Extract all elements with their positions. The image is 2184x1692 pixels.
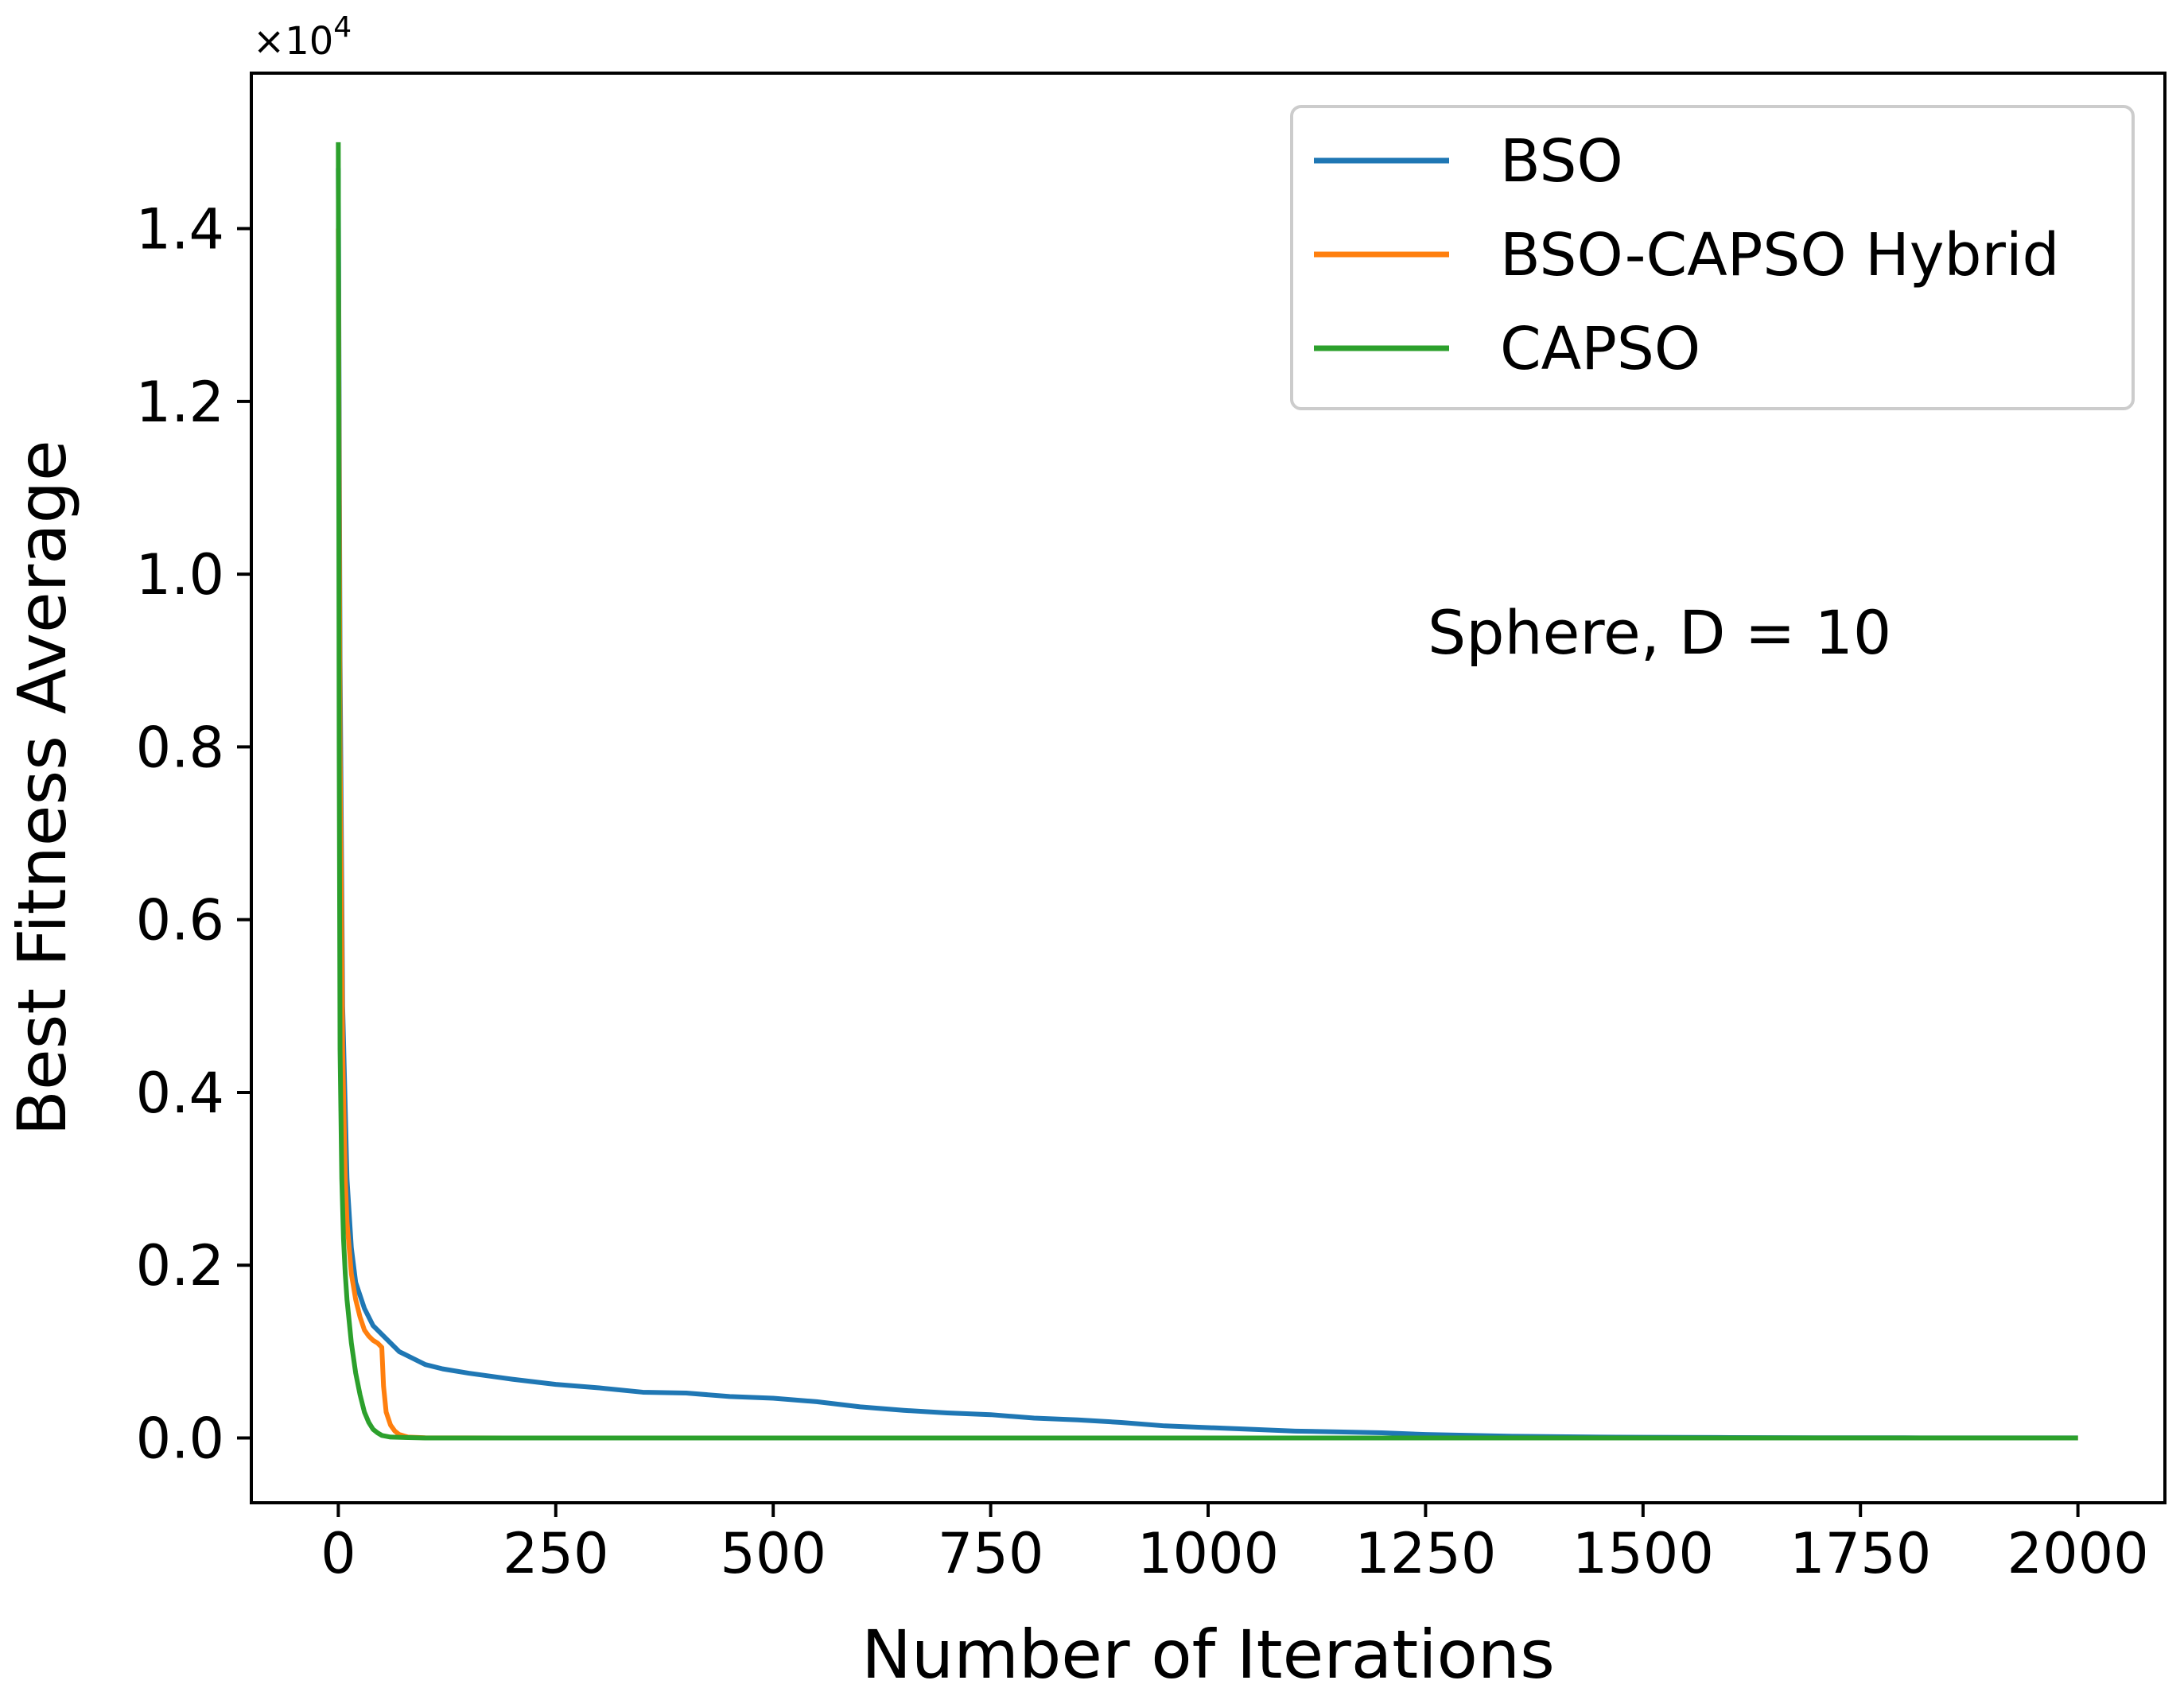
chart-annotation: Sphere, D = 10	[1428, 597, 1891, 668]
y-tick-label: 0.4	[136, 1061, 224, 1126]
x-tick-label: 750	[938, 1521, 1044, 1586]
y-tick-label: 1.4	[136, 197, 224, 262]
x-tick-label: 1250	[1354, 1521, 1496, 1586]
x-tick-label: 250	[503, 1521, 609, 1586]
y-tick-label: 1.0	[136, 542, 224, 607]
x-tick-label: 2000	[2007, 1521, 2149, 1586]
y-tick-label: 0.8	[136, 715, 224, 780]
y-tick-label: 1.2	[136, 370, 224, 435]
legend: BSO BSO-CAPSO Hybrid CAPSO	[1290, 105, 2135, 410]
x-tick-label: 1500	[1572, 1521, 1714, 1586]
legend-label: CAPSO	[1500, 315, 1700, 383]
legend-label: BSO-CAPSO Hybrid	[1500, 221, 2059, 289]
legend-box	[1290, 105, 2135, 410]
y-axis-multiplier: ×104	[253, 11, 352, 64]
x-tick-label: 500	[720, 1521, 826, 1586]
x-axis-ticks: 0 250 500 750 1000 1250 1500 1750 2000	[321, 1503, 2149, 1586]
series-line-capso	[336, 142, 2078, 1441]
x-axis-label: Number of Iterations	[861, 1616, 1555, 1692]
y-axis-label: Best Fitness Average	[3, 440, 81, 1135]
y-tick-label: 0.6	[136, 888, 224, 953]
series-layer	[336, 142, 2078, 1441]
x-tick-label: 0	[321, 1521, 356, 1586]
y-tick-label: 0.0	[136, 1407, 224, 1472]
y-tick-label: 0.2	[136, 1233, 224, 1298]
legend-label: BSO	[1500, 127, 1623, 196]
x-tick-label: 1750	[1790, 1521, 1931, 1586]
y-axis-ticks: 0.0 0.2 0.4 0.6 0.8 1.0 1.2 1.4	[136, 197, 251, 1472]
x-tick-label: 1000	[1137, 1521, 1279, 1586]
